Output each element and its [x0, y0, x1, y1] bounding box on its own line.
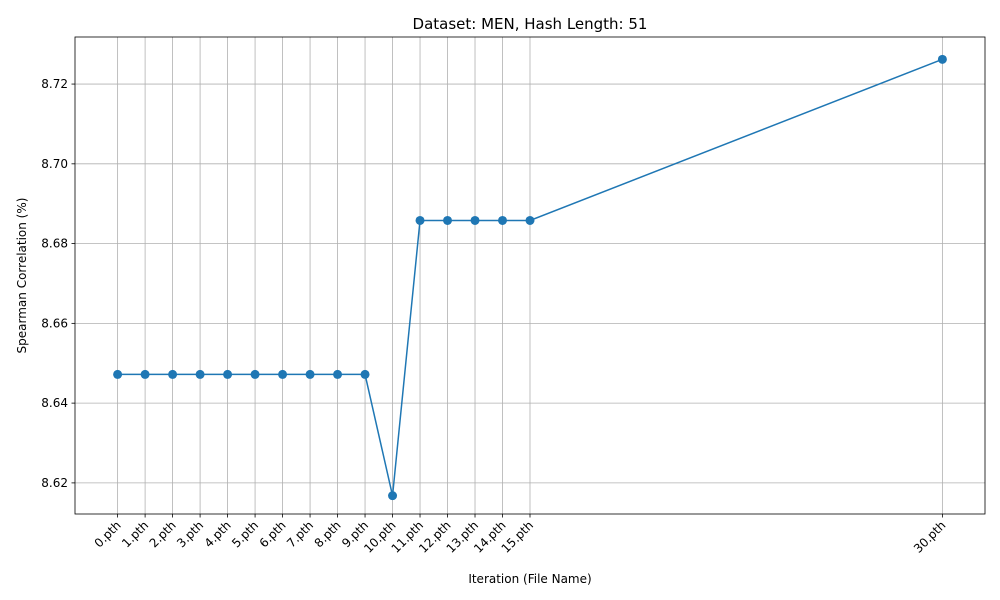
y-tick-label: 8.64	[41, 396, 68, 410]
data-point	[937, 54, 947, 64]
x-tick-label: 0.pth	[92, 518, 124, 550]
data-point	[140, 369, 150, 379]
x-tick-label: 6.pth	[257, 518, 289, 550]
data-point	[250, 369, 260, 379]
y-tick-label: 8.70	[41, 157, 68, 171]
x-tick-label: 2.pth	[147, 518, 179, 550]
tick-marks	[71, 83, 943, 518]
data-point	[333, 369, 343, 379]
data-point	[415, 215, 425, 225]
data-point	[278, 369, 288, 379]
grid-lines	[75, 37, 985, 514]
series-layer	[113, 54, 947, 501]
x-tick-label: 7.pth	[284, 518, 316, 550]
x-axis-label: Iteration (File Name)	[468, 572, 591, 586]
y-tick-label: 8.62	[41, 476, 68, 490]
data-point	[195, 369, 205, 379]
x-tick-label: 3.pth	[174, 518, 206, 550]
x-tick-label: 8.pth	[312, 518, 344, 550]
x-tick-label: 30.pth	[911, 518, 948, 555]
x-tick-labels: 0.pth1.pth2.pth3.pth4.pth5.pth6.pth7.pth…	[92, 518, 949, 555]
y-tick-label: 8.68	[41, 237, 68, 251]
x-tick-label: 1.pth	[119, 518, 151, 550]
y-tick-labels: 8.62 8.64 8.66 8.68 8.70 8.72	[41, 77, 68, 490]
data-point	[470, 215, 480, 225]
x-tick-label: 4.pth	[202, 518, 234, 550]
data-point	[498, 215, 508, 225]
data-point	[388, 491, 398, 501]
data-point	[223, 369, 233, 379]
data-point	[113, 369, 123, 379]
data-point	[305, 369, 315, 379]
y-tick-label: 8.72	[41, 77, 68, 91]
data-point	[168, 369, 178, 379]
y-axis-label: Spearman Correlation (%)	[15, 198, 29, 354]
chart-title: Dataset: MEN, Hash Length: 51	[413, 15, 648, 33]
data-point	[525, 215, 535, 225]
data-point	[360, 369, 370, 379]
y-tick-label: 8.66	[41, 316, 68, 330]
data-point	[443, 215, 453, 225]
x-tick-label: 5.pth	[229, 518, 261, 550]
